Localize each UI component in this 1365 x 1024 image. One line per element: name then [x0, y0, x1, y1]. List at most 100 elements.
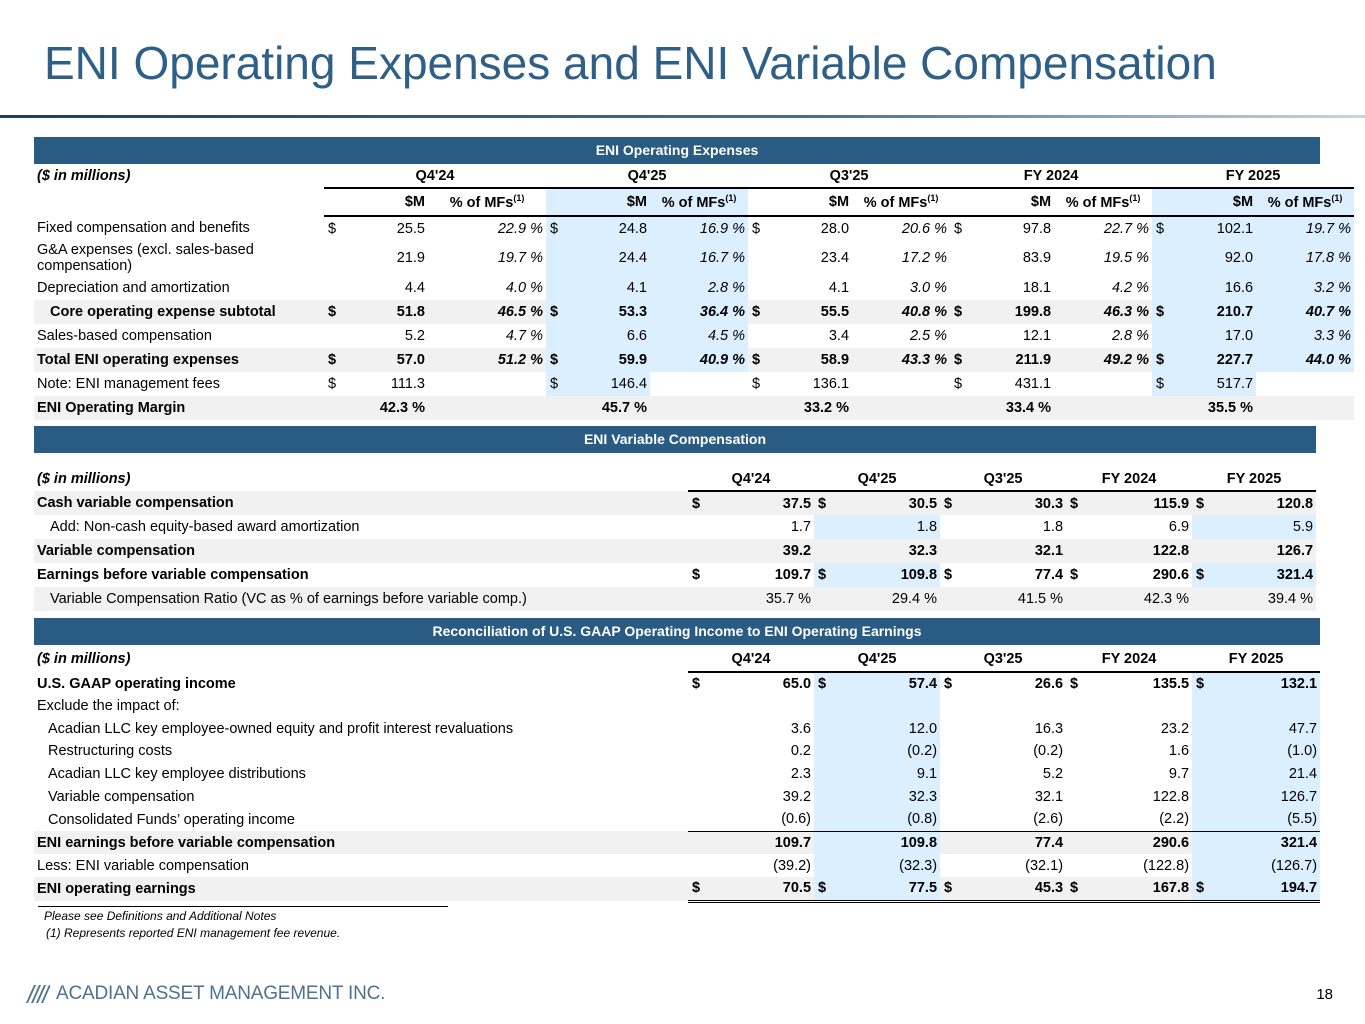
vc-value: 77.4 [1034, 567, 1064, 583]
opex-currency: $ [752, 376, 761, 392]
recon-row-label: Acadian LLC key employee distributions [48, 765, 306, 782]
recon-value: 2.3 [790, 765, 812, 782]
recon-value: 32.3 [840, 785, 941, 808]
recon-currency: $ [814, 877, 841, 903]
opex-col-m-header: $M [1152, 188, 1257, 217]
vc-currency [1192, 587, 1219, 611]
recon-currency [940, 854, 966, 877]
opex-currency: $ [324, 348, 352, 372]
opex-period: Q4'25 [546, 164, 749, 189]
vc-currency [688, 587, 714, 611]
opex-currency [546, 324, 575, 348]
opex-row: Note: ENI management fees $111.3 $146.4 $13… [34, 372, 1354, 396]
vc-units-label: ($ in millions) [37, 471, 131, 487]
recon-currency [1066, 830, 1093, 854]
recon-currency [940, 740, 966, 762]
recon-currency [814, 762, 841, 785]
opex-margin-spacer [1256, 396, 1355, 420]
opex-currency: $ [328, 376, 337, 392]
recon-currency [814, 808, 841, 831]
opex-value-m: 55.5 [776, 300, 853, 324]
page-number: 18 [1316, 986, 1333, 1003]
opex-value-pct: 17.2 % [901, 250, 948, 266]
opex-margin-spacer [650, 396, 749, 420]
vc-value: 30.3 [966, 491, 1067, 515]
opex-value-m: 3.4 [828, 328, 850, 344]
opex-currency: $ [1152, 300, 1181, 324]
opex-value-m: 97.8 [1022, 220, 1052, 237]
recon-currency [1066, 762, 1092, 785]
opex-currency: $ [950, 348, 979, 372]
vc-currency [1192, 515, 1219, 539]
opex-value-pct: 46.3 % [1054, 300, 1153, 324]
opex-row: G&A expenses (excl. sales-based compensa… [34, 240, 1355, 276]
recon-currency [688, 830, 714, 854]
recon-value: 109.7 [714, 830, 815, 854]
opex-band: ENI Operating Expenses [34, 137, 1320, 164]
opex-col-pct-header: % of MFs(1) [1054, 188, 1153, 217]
recon-row-label: Less: ENI variable compensation [37, 857, 249, 874]
vc-currency [1066, 515, 1092, 539]
recon-currency [814, 854, 841, 877]
opex-col-m-header: $M [748, 188, 853, 217]
footnote-ref: (1) [1331, 193, 1343, 204]
opex-value-m: 227.7 [1180, 348, 1257, 372]
opex-period-header: ($ in millions) Q4'24 Q4'25 Q3'25 FY 202… [34, 164, 1355, 189]
pct-label: % of MFs [1065, 194, 1130, 211]
recon-currency: $ [1192, 877, 1219, 903]
recon-currency: $ [688, 877, 714, 903]
recon-value: (5.5) [1218, 808, 1321, 831]
opex-value-m: 102.1 [1180, 216, 1257, 240]
vc-currency [940, 539, 967, 563]
recon-value: 0.2 [790, 743, 812, 759]
opex-margin-value: 45.7 % [574, 396, 651, 420]
recon-period: Q4'24 [688, 646, 815, 673]
vc-currency: $ [940, 491, 967, 515]
recon-value: 47.7 [1218, 717, 1321, 740]
opex-value-pct [1256, 372, 1354, 396]
recon-currency [814, 695, 841, 717]
vc-value: 39.2 [714, 539, 815, 563]
vc-value: 109.7 [774, 567, 812, 583]
recon-row-label: Acadian LLC key employee-owned equity an… [48, 720, 514, 737]
vc-currency [1066, 539, 1093, 563]
recon-value: 9.7 [1168, 765, 1190, 782]
footnote-1: (1) Represents reported ENI management f… [46, 926, 341, 940]
recon-currency [940, 808, 966, 831]
vc-currency: $ [814, 563, 841, 587]
recon-value: 167.8 [1092, 877, 1193, 903]
opex-margin-spacer [1152, 396, 1181, 420]
opex-value-pct: 22.9 % [497, 220, 544, 237]
recon-value: 194.7 [1218, 877, 1321, 903]
recon-currency [1192, 717, 1219, 740]
recon-units-label: ($ in millions) [37, 651, 131, 667]
vc-table: ($ in millions) Q4'24 Q4'25 Q3'25 FY 2024 FY … [34, 467, 1317, 611]
recon-row-label: ENI earnings before variable compensatio… [34, 831, 688, 854]
vc-value: 30.5 [840, 491, 941, 515]
vc-value: 39.4 % [1218, 587, 1317, 611]
vc-currency [688, 539, 714, 563]
opex-currency [748, 240, 776, 276]
opex-margin-spacer [324, 396, 352, 420]
footnote-ref: (1) [513, 193, 525, 204]
opex-col-m-header: $M [950, 188, 1055, 217]
footnote-divider [38, 906, 448, 907]
recon-value: 9.1 [840, 762, 941, 785]
recon-row: Acadian LLC key employee distributions 2.… [34, 762, 1321, 785]
opex-currency [1152, 240, 1181, 276]
opex-value-pct: 3.2 % [1256, 276, 1355, 300]
vc-value: 321.4 [1218, 563, 1317, 587]
recon-row: ENI operating earnings $70.5 $77.5 $45.3 $16… [34, 877, 1321, 903]
opex-value-m: 16.6 [1180, 276, 1257, 300]
vc-period: FY 2025 [1192, 467, 1317, 492]
recon-row: Restructuring costs 0.2 (0.2) (0.2) 1.6 (1.0) [34, 740, 1321, 762]
vc-currency: $ [1192, 491, 1219, 515]
opex-value-pct: 19.7 % [1256, 216, 1355, 240]
recon-currency [1192, 762, 1219, 785]
opex-currency [546, 276, 575, 300]
opex-currency [950, 240, 978, 276]
opex-currency: $ [546, 348, 575, 372]
opex-value-pct: 22.7 % [1103, 220, 1150, 237]
vc-currency [814, 515, 841, 539]
vc-value: 5.9 [1218, 515, 1317, 539]
